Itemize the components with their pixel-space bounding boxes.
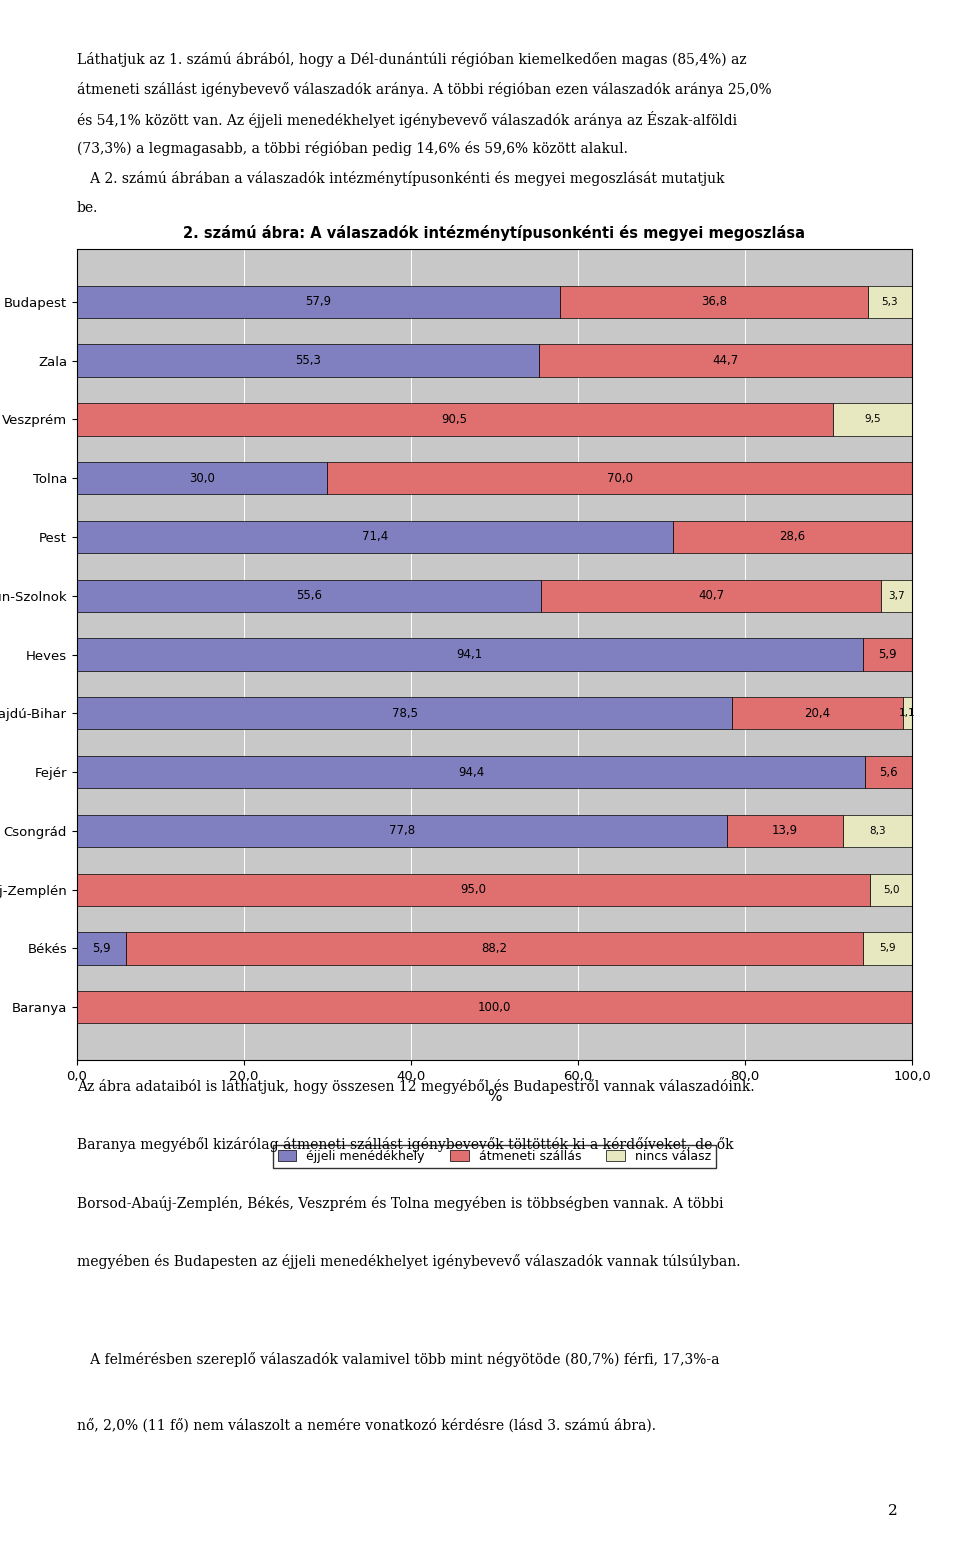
Text: 5,9: 5,9 bbox=[878, 649, 897, 661]
Bar bbox=[77, 462, 327, 495]
Text: 5,9: 5,9 bbox=[879, 943, 896, 954]
Bar bbox=[126, 932, 863, 965]
Bar bbox=[77, 991, 912, 1023]
Bar bbox=[870, 874, 912, 906]
Bar bbox=[865, 757, 912, 789]
Bar bbox=[77, 697, 732, 729]
Text: 9,5: 9,5 bbox=[864, 415, 880, 424]
Bar bbox=[561, 285, 868, 317]
Bar bbox=[727, 815, 843, 848]
X-axis label: %: % bbox=[487, 1088, 502, 1103]
Text: megyében és Budapesten az éjjeli menedékhelyet igénybevevő válaszadók vannak túl: megyében és Budapesten az éjjeli menedék… bbox=[77, 1254, 740, 1270]
Text: Láthatjuk az 1. számú ábrából, hogy a Dél-dunántúli régióban kiemelkedően magas : Láthatjuk az 1. számú ábrából, hogy a Dé… bbox=[77, 52, 747, 66]
Bar bbox=[863, 638, 912, 670]
Text: 55,6: 55,6 bbox=[296, 589, 322, 603]
Text: Baranya megyéből kizárólag átmeneti szállást igénybevevők töltötték ki a kérdőív: Baranya megyéből kizárólag átmeneti szál… bbox=[77, 1137, 733, 1153]
Text: 94,1: 94,1 bbox=[457, 649, 483, 661]
Text: 5,0: 5,0 bbox=[883, 885, 900, 895]
Text: nő, 2,0% (11 fő) nem válaszolt a nemére vonatkozó kérdésre (lásd 3. számú ábra).: nő, 2,0% (11 fő) nem válaszolt a nemére … bbox=[77, 1418, 656, 1433]
Bar bbox=[902, 697, 912, 729]
Text: 20,4: 20,4 bbox=[804, 707, 830, 720]
Bar bbox=[77, 285, 561, 317]
Text: 100,0: 100,0 bbox=[478, 1000, 511, 1014]
Bar bbox=[868, 285, 912, 317]
Text: 28,6: 28,6 bbox=[780, 530, 805, 544]
Text: Az ábra adataiból is láthatjuk, hogy összesen 12 megyéből és Budapestről vannak : Az ábra adataiból is láthatjuk, hogy öss… bbox=[77, 1079, 755, 1094]
Bar bbox=[832, 404, 912, 436]
Text: 77,8: 77,8 bbox=[389, 824, 415, 837]
Text: 5,6: 5,6 bbox=[879, 766, 898, 778]
Text: (73,3%) a legmagasabb, a többi régióban pedig 14,6% és 59,6% között alakul.: (73,3%) a legmagasabb, a többi régióban … bbox=[77, 142, 628, 156]
Text: 94,4: 94,4 bbox=[458, 766, 484, 778]
Bar bbox=[77, 757, 865, 789]
Text: 8,3: 8,3 bbox=[869, 826, 886, 835]
Bar bbox=[77, 932, 126, 965]
Bar bbox=[77, 874, 870, 906]
Text: 90,5: 90,5 bbox=[442, 413, 468, 425]
Text: 13,9: 13,9 bbox=[772, 824, 798, 837]
Bar bbox=[327, 462, 912, 495]
Text: 88,2: 88,2 bbox=[481, 942, 508, 955]
Bar bbox=[77, 521, 673, 553]
Text: be.: be. bbox=[77, 200, 98, 214]
Text: Borsod-Abaúj-Zemplén, Békés, Veszprém és Tolna megyében is többségben vannak. A : Borsod-Abaúj-Zemplén, Békés, Veszprém és… bbox=[77, 1196, 723, 1211]
Legend: éjjeli menédékhely, átmeneti szállás, nincs válasz: éjjeli menédékhely, átmeneti szállás, ni… bbox=[273, 1145, 716, 1168]
Text: 5,3: 5,3 bbox=[881, 297, 899, 307]
Text: 95,0: 95,0 bbox=[461, 883, 487, 897]
Title: 2. számú ábra: A válaszadók intézménytípusonkénti és megyei megoszlása: 2. számú ábra: A válaszadók intézménytíp… bbox=[183, 225, 805, 240]
Text: 1,1: 1,1 bbox=[900, 709, 916, 718]
Bar bbox=[539, 344, 912, 376]
Bar bbox=[863, 932, 912, 965]
Text: 36,8: 36,8 bbox=[701, 296, 727, 308]
Text: 78,5: 78,5 bbox=[392, 707, 418, 720]
Bar bbox=[77, 638, 863, 670]
Text: A 2. számú ábrában a válaszadók intézménytípusonkénti és megyei megoszlását muta: A 2. számú ábrában a válaszadók intézmén… bbox=[77, 171, 725, 186]
Text: és 54,1% között van. Az éjjeli menedékhelyet igénybevevő válaszadók aránya az És: és 54,1% között van. Az éjjeli menedékhe… bbox=[77, 111, 737, 128]
Bar bbox=[77, 344, 539, 376]
Text: 71,4: 71,4 bbox=[362, 530, 388, 544]
Text: átmeneti szállást igénybevevő válaszadók aránya. A többi régióban ezen válaszadó: átmeneti szállást igénybevevő válaszadók… bbox=[77, 82, 772, 97]
Text: 5,9: 5,9 bbox=[92, 942, 110, 955]
Bar bbox=[673, 521, 912, 553]
Text: 70,0: 70,0 bbox=[607, 472, 633, 484]
Bar bbox=[541, 579, 881, 612]
Text: 2: 2 bbox=[888, 1504, 898, 1518]
Text: 44,7: 44,7 bbox=[712, 354, 738, 367]
Text: 57,9: 57,9 bbox=[305, 296, 331, 308]
Bar bbox=[77, 404, 832, 436]
Text: 30,0: 30,0 bbox=[189, 472, 215, 484]
Bar bbox=[843, 815, 912, 848]
Bar bbox=[732, 697, 902, 729]
Text: 3,7: 3,7 bbox=[888, 590, 905, 601]
Text: 40,7: 40,7 bbox=[698, 589, 724, 603]
Bar bbox=[77, 579, 541, 612]
Text: 55,3: 55,3 bbox=[295, 354, 321, 367]
Bar bbox=[881, 579, 912, 612]
Text: A felmérésben szereplő válaszadók valamivel több mint négyötöde (80,7%) férfi, 1: A felmérésben szereplő válaszadók valami… bbox=[77, 1351, 719, 1367]
Bar bbox=[77, 815, 727, 848]
